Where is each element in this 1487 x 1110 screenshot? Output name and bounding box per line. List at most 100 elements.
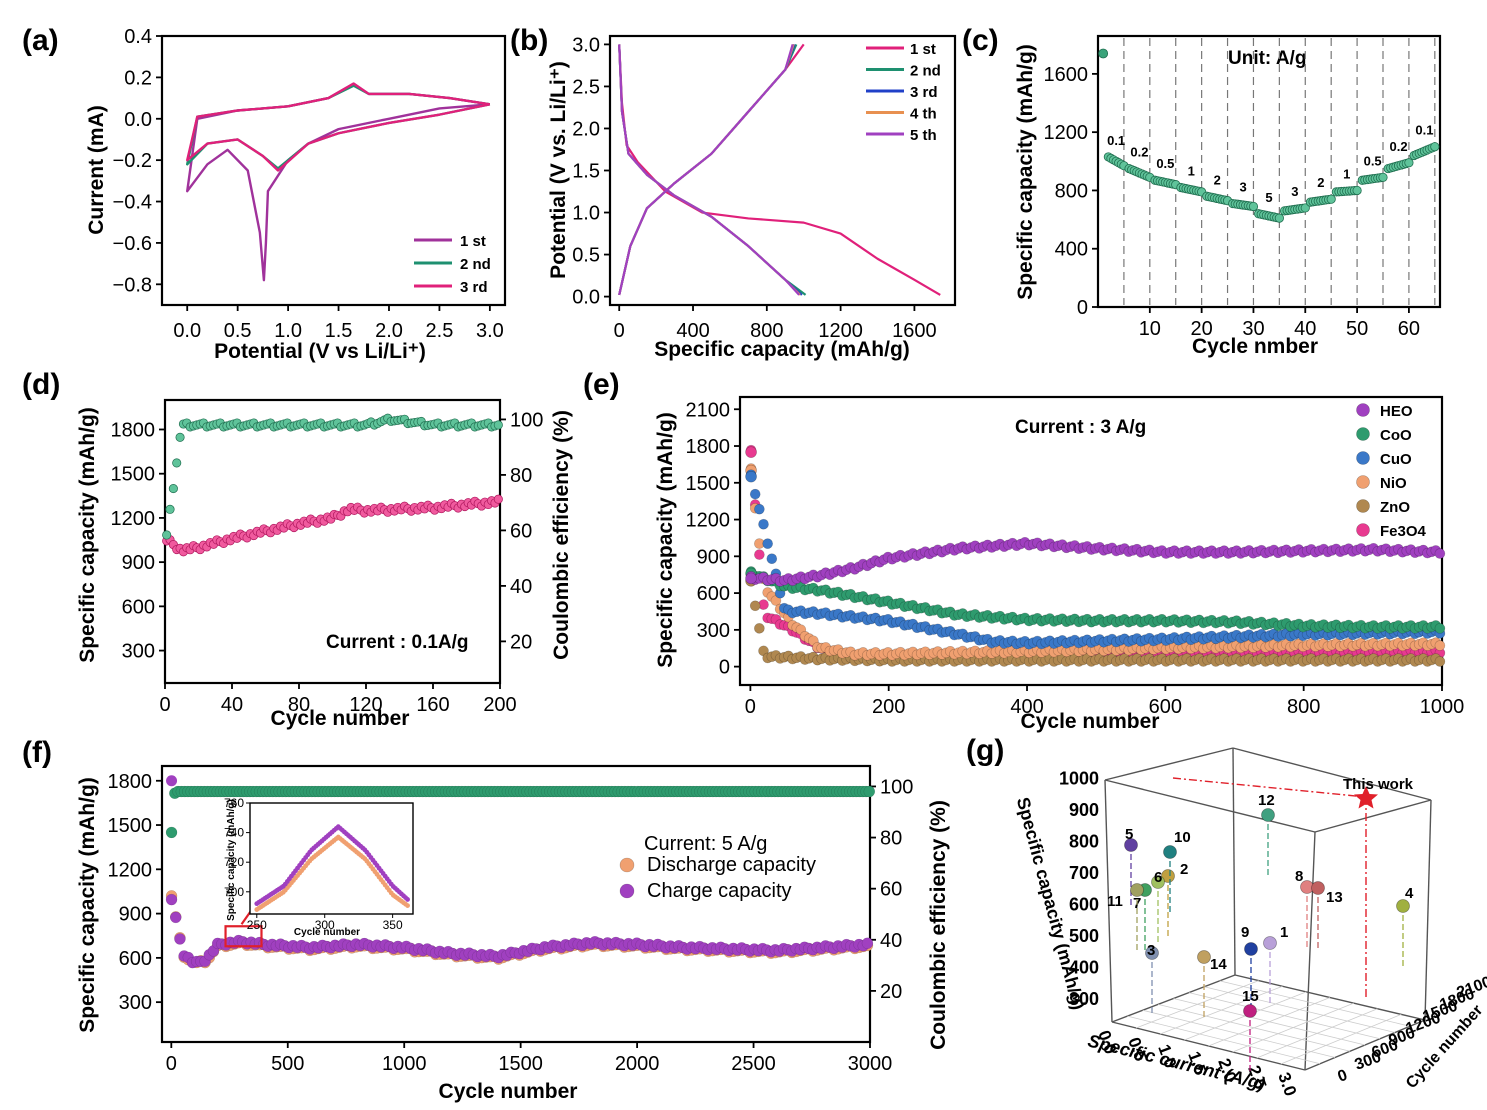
panel-g-highlight-star [1354,786,1378,809]
panel-b-frame [608,34,957,307]
panel-b-discharge-curve [618,44,941,296]
panel-g-point [1261,808,1275,822]
panel-f-xtick-label: 1000 [382,1053,427,1075]
panel-b-xtick-label: 400 [676,320,709,342]
panel-a-frame [160,34,507,307]
panel-g-point-label: 1 [1280,924,1288,941]
panel-c-rate-label: 3 [1239,180,1246,195]
panel-c-ylabel: Specific capacity (mAh/g) [1014,44,1037,300]
panel-f-ytick-label: 1200 [108,859,153,881]
panel-g-box-edge [1232,747,1236,976]
panel-d-ytick-label: 1800 [111,419,156,441]
panel-d-y2tick-label: 80 [510,465,532,487]
panel-b-ytick-label: 2.0 [572,118,600,140]
panel-g-ytick-label: 400 [1069,958,1099,978]
panel-c-xtick-label: 40 [1294,318,1316,340]
panel-b-xtick-label: 1200 [818,320,863,342]
panel-e-xtick-label: 800 [1287,696,1320,718]
panel-f-ytick-label: 1800 [108,771,153,793]
panel-f-label: (f) [22,736,52,769]
panel-a-xtick-label: 0.0 [173,320,201,342]
panel-a-legend-label: 3 rd [460,279,488,296]
panel-f-frame [160,764,872,1044]
panel-f-y2tick-label: 40 [880,930,902,952]
panel-e-point [762,538,773,549]
panel-g-point-label: 12 [1258,792,1275,809]
panel-f-zoom-box [224,925,263,948]
panel-b-xtick-label: 1600 [892,320,937,342]
panel-f-legend-label: Discharge capacity [647,854,816,876]
panel-e-point [754,549,765,560]
panel-a-ytick-label: 0.4 [124,26,152,48]
panel-b-discharge-curve [618,44,807,296]
panel-e-point [1434,640,1446,651]
panel-e-ytick-label: 600 [697,583,730,605]
panel-b-xlabel: Specific capacity (mAh/g) [654,338,910,361]
panel-b-legend-label: 3 rd [910,84,938,101]
panel-g-box-edge [1104,779,1113,1023]
panel-e-point [754,503,765,515]
panel-f-inset-xtick-label: 250 [247,918,267,932]
panel-a-xlabel: Potential (V vs Li/Li⁺) [214,340,426,363]
panel-b-legend-label: 4 th [910,106,937,123]
panel-c-rate-label: 0.1 [1415,123,1433,138]
panel-e-initial-point [745,572,757,585]
panel-c-xtick-label: 60 [1398,318,1420,340]
panel-c-point [1098,48,1109,59]
panel-g-ytick-label: 300 [1069,989,1099,1009]
panel-b-legend-label: 5 th [910,127,937,144]
panel-c-rate-label: 2 [1214,172,1221,187]
panel-e-point [749,600,761,612]
panel-e-legend-label: CuO [1380,451,1412,468]
panel-a-legend-label: 2 nd [460,256,491,273]
panel-c-rate-label: 0.5 [1156,156,1174,171]
panel-e-ytick-label: 1200 [686,510,731,532]
panel-d-ce-point [168,484,178,494]
panel-e-ytick-label: 1800 [686,436,731,458]
panel-f-ytick-label: 600 [119,948,152,970]
panel-c-xlabel: Cycle nmber [1192,335,1318,358]
panel-g-gridline [1232,1002,1354,1053]
panel-f-legend-label: Charge capacity [647,880,792,902]
panel-f-charge-point [861,937,874,950]
panel-f-inset-xlabel: Cycle number [294,927,360,938]
panel-f-y2tick-label: 80 [880,828,902,850]
panel-e-legend-label: CoO [1380,427,1412,444]
panel-e-annotation: Current : 3 A/g [1015,417,1146,438]
panel-g-gridline [1204,986,1396,1033]
panel-e-xlabel: Cycle number [1021,710,1160,733]
panel-d-xtick-label: 160 [416,694,449,716]
panel-c-xtick-label: 20 [1191,318,1213,340]
panel-b-charge-curve [618,43,805,296]
panel-g-box-edge [1314,799,1432,833]
panel-e-legend-marker [1356,499,1370,513]
panel-d-y2tick-label: 40 [510,576,532,598]
panel-g-ytick-label: 700 [1069,863,1099,883]
panel-g-ytick-label: 500 [1069,926,1099,946]
panel-c-label: (c) [962,24,999,57]
panel-g-point [1311,881,1325,895]
panel-f-xtick-label: 1500 [498,1053,543,1075]
panel-f-inset-ytick-label: 760 [224,796,244,810]
panel-b-ytick-label: 2.5 [572,76,600,98]
panel-d-label: (d) [22,368,60,401]
panel-g-point-label: 9 [1241,924,1249,941]
panel-g-point [1243,1004,1257,1018]
panel-c-point [1430,142,1440,152]
panel-c-ytick-label: 0 [1077,297,1088,319]
panel-b-discharge-curve [618,44,801,296]
panel-f-xlabel: Cycle number [439,1080,578,1103]
panel-c-ytick-label: 1600 [1044,64,1089,86]
panel-c-point [1352,185,1362,196]
panel-f-inset-xtick-label: 350 [383,918,403,932]
panel-d-ytick-label: 300 [122,641,155,663]
panel-a-xtick-label: 3.0 [476,320,504,342]
panel-g-point [1163,845,1177,859]
panel-b-discharge-curve [618,44,800,296]
panel-a-ytick-label: −0.8 [113,274,152,296]
panel-d-ce-point [172,458,182,468]
panel-g-point [1124,838,1138,852]
panel-f-xtick-label: 3000 [848,1053,893,1075]
panel-e-point [1434,656,1446,667]
panel-g-xtick-label: 3.0 [1274,1070,1300,1099]
